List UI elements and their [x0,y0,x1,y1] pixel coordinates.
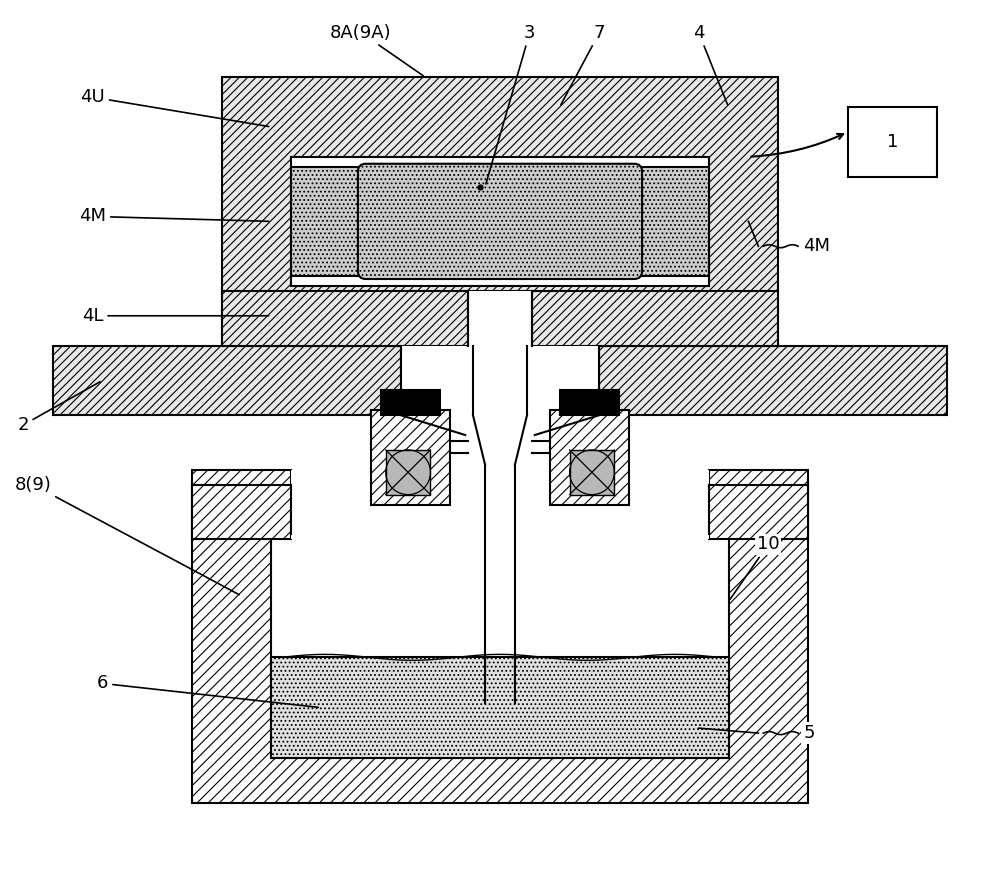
Bar [450,441,468,452]
Bar [192,485,808,802]
Bar [386,450,430,494]
Text: 5: 5 [803,724,815,742]
Bar [291,157,709,286]
Polygon shape [515,415,599,500]
Bar [550,410,629,505]
Bar [371,410,450,505]
Bar [291,470,709,539]
Bar [468,290,532,346]
Text: 8A(9A): 8A(9A) [330,24,423,76]
Bar [192,470,291,539]
Bar [532,441,550,452]
Text: 1: 1 [887,133,898,150]
Bar [599,346,947,415]
Bar [639,167,709,276]
Bar [222,77,778,346]
Bar [291,167,361,276]
Text: 4M: 4M [79,207,269,226]
Bar [560,390,619,415]
Polygon shape [401,415,485,500]
Bar [401,346,599,415]
Bar [709,470,808,539]
Text: 4: 4 [693,24,728,104]
Text: 4L: 4L [82,307,269,325]
Text: 4U: 4U [80,88,269,127]
Bar [848,107,937,177]
Text: 2: 2 [17,382,100,434]
Text: 10: 10 [730,536,780,599]
Bar [222,290,778,346]
Text: 6: 6 [97,675,318,707]
Text: 8(9): 8(9) [15,476,239,595]
Bar [570,450,614,494]
Bar [53,346,401,415]
Bar [271,535,729,758]
Polygon shape [473,415,527,465]
Bar [381,390,440,415]
Text: 4M: 4M [803,237,830,256]
Bar [271,657,729,758]
FancyBboxPatch shape [358,164,642,279]
Text: 3: 3 [486,24,536,184]
Bar [473,346,527,415]
Text: 7: 7 [561,24,605,105]
